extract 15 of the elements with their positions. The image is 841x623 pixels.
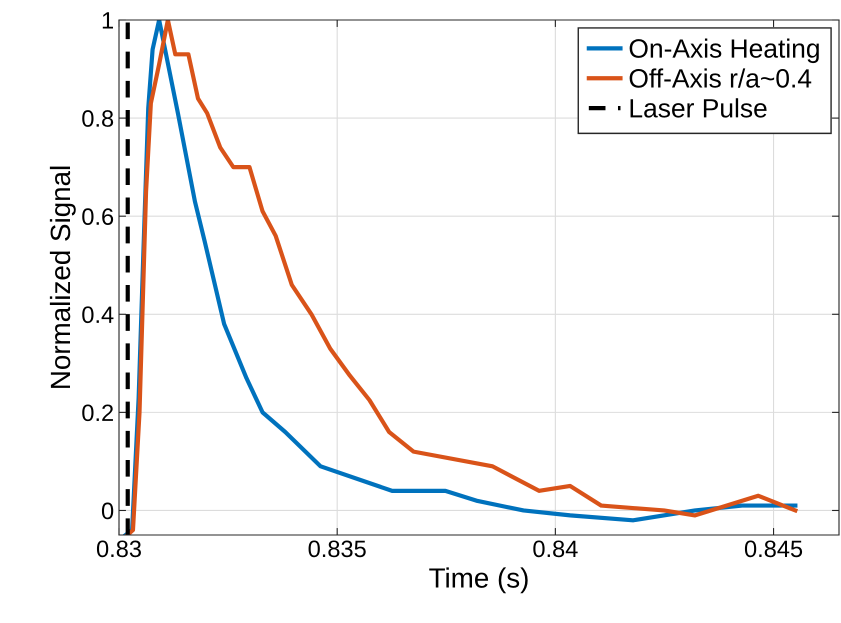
legend-label: Off-Axis r/a~0.4 bbox=[630, 68, 812, 88]
x-tick-label: 0.83 bbox=[96, 540, 141, 558]
legend-label: On-Axis Heating bbox=[630, 38, 819, 64]
legend-label: Laser Pulse bbox=[630, 98, 767, 118]
x-tick-label: 0.845 bbox=[744, 540, 802, 558]
y-tick-label: 0.6 bbox=[82, 208, 114, 225]
y-tick-label: 0.8 bbox=[82, 110, 114, 127]
x-axis-title: Time (s) bbox=[429, 567, 528, 594]
y-tick-label: 0.4 bbox=[82, 306, 114, 324]
y-tick-label: 0.2 bbox=[82, 404, 113, 422]
y-tick-label: 1 bbox=[102, 12, 113, 29]
x-tick-label: 0.84 bbox=[533, 540, 578, 558]
y-axis-title: Normalized Signal bbox=[50, 166, 76, 388]
x-tick-label: 0.835 bbox=[308, 540, 366, 558]
y-tick-label: 0 bbox=[102, 502, 114, 520]
